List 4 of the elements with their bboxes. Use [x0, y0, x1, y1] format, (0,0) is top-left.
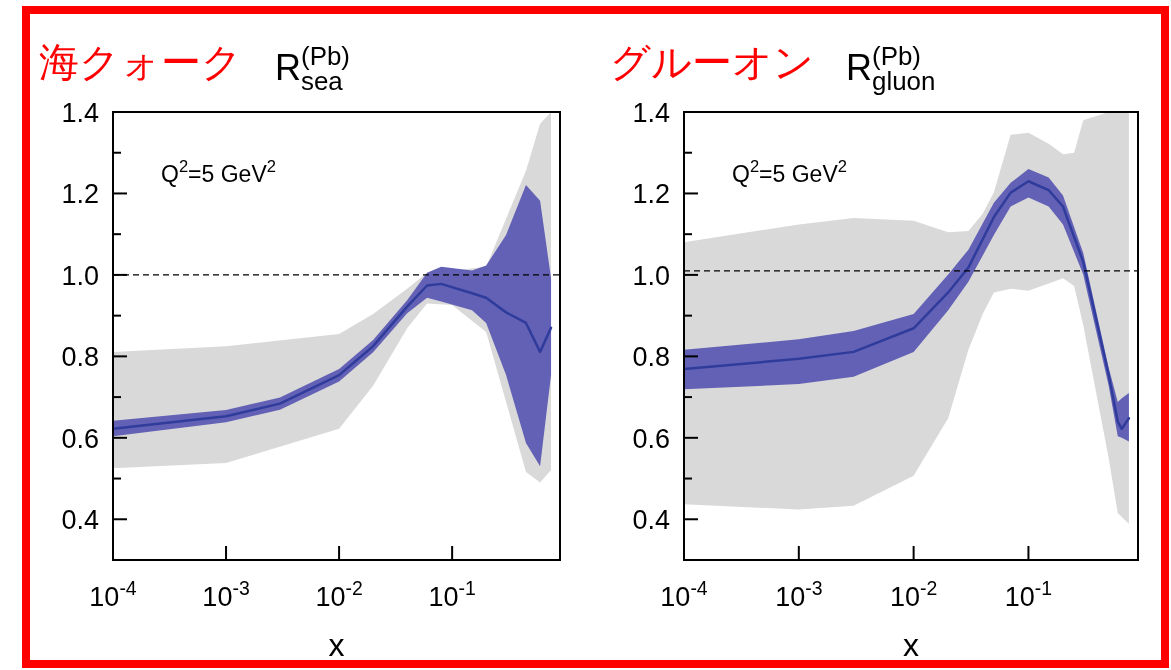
xlabel: x [903, 627, 919, 663]
xlabel: x [328, 627, 345, 663]
title: 海クォーク [39, 40, 242, 84]
title: グルーオン [610, 40, 814, 84]
